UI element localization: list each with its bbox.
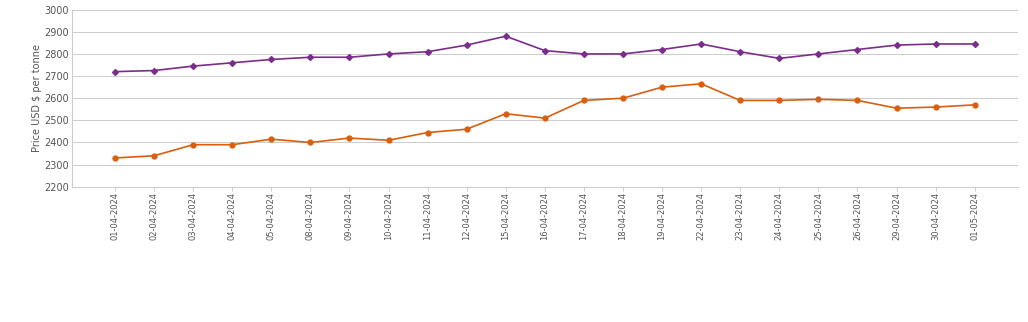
LME: [421, 131, 434, 135]
LME: [656, 85, 668, 89]
Line: SHFE: SHFE: [113, 34, 977, 74]
SHFE: [617, 52, 629, 56]
LME: [500, 112, 512, 116]
SHFE: [539, 49, 551, 52]
SHFE: [812, 52, 824, 56]
LME: [773, 99, 785, 102]
SHFE: [929, 42, 942, 46]
LME: [304, 141, 317, 145]
LME: [265, 137, 278, 141]
LME: [382, 138, 395, 142]
SHFE: [343, 55, 356, 59]
SHFE: [382, 52, 395, 56]
LME: [148, 154, 160, 158]
SHFE: [773, 56, 785, 60]
SHFE: [968, 42, 981, 46]
Y-axis label: Price USD $ per tonne: Price USD $ per tonne: [32, 44, 42, 152]
SHFE: [890, 43, 903, 47]
SHFE: [851, 48, 864, 52]
LME: [890, 106, 903, 110]
Line: LME: LME: [112, 81, 978, 160]
SHFE: [500, 34, 512, 38]
LME: [578, 99, 590, 102]
SHFE: [148, 69, 160, 72]
SHFE: [187, 64, 199, 68]
SHFE: [656, 48, 668, 52]
Legend: LME, SHFE: LME, SHFE: [480, 320, 610, 322]
LME: [968, 103, 981, 107]
LME: [851, 99, 864, 102]
SHFE: [578, 52, 590, 56]
LME: [539, 116, 551, 120]
LME: [226, 143, 238, 147]
LME: [812, 97, 824, 101]
LME: [734, 99, 746, 102]
LME: [187, 143, 199, 147]
LME: [109, 156, 121, 160]
LME: [695, 82, 707, 86]
LME: [929, 105, 942, 109]
LME: [617, 96, 629, 100]
SHFE: [226, 61, 238, 65]
SHFE: [265, 58, 278, 62]
SHFE: [304, 55, 317, 59]
SHFE: [695, 42, 707, 46]
LME: [343, 136, 356, 140]
LME: [461, 127, 473, 131]
SHFE: [421, 50, 434, 54]
SHFE: [109, 70, 121, 74]
SHFE: [461, 43, 473, 47]
SHFE: [734, 50, 746, 54]
